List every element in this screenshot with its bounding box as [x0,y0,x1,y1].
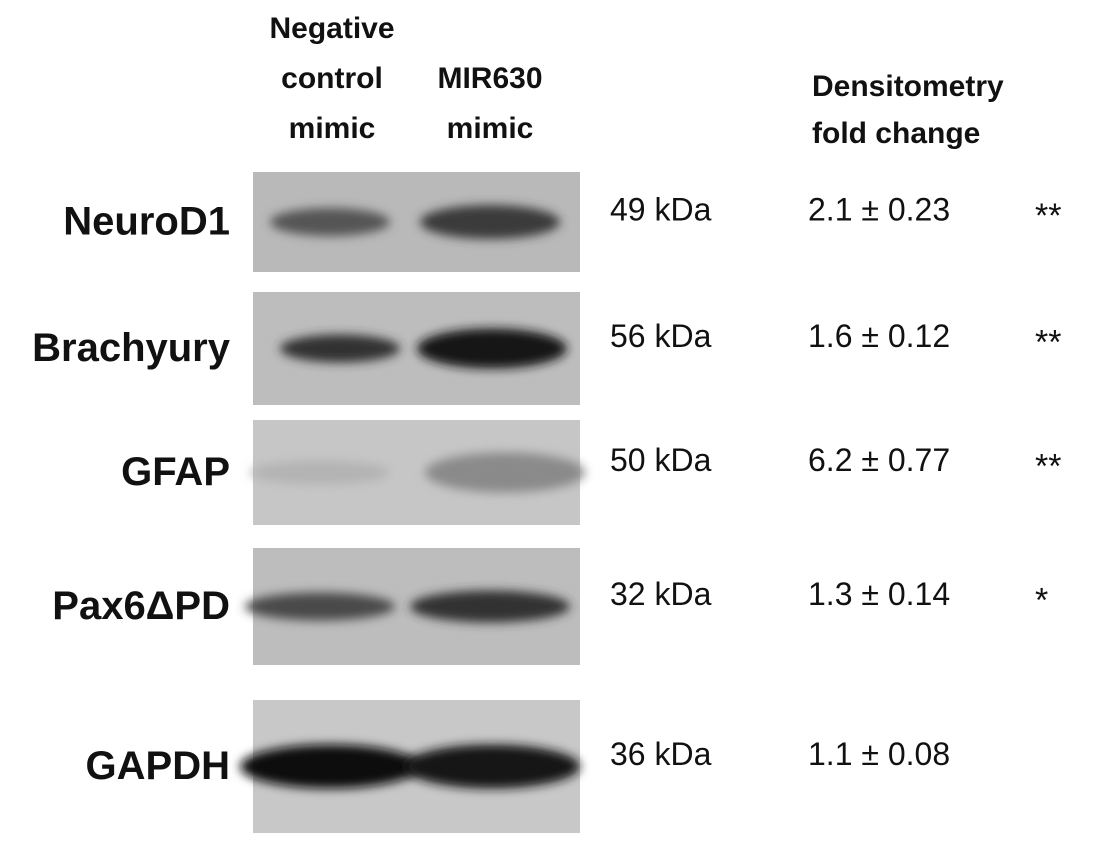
column-header: mimic [447,112,534,145]
band [280,334,400,363]
significance: ** [1035,447,1061,485]
protein-label: NeuroD1 [63,200,230,244]
band [410,590,570,623]
band [417,328,567,369]
fold-change: 2.1 ± 0.23 [808,191,950,227]
band [250,460,390,485]
significance: ** [1035,197,1061,235]
significance: ** [1035,323,1061,361]
band [404,744,580,789]
fold-change: 6.2 ± 0.77 [808,442,950,478]
molecular-weight: 49 kDa [610,191,712,227]
protein-label: Pax6ΔPD [52,584,230,628]
molecular-weight: 36 kDa [610,736,712,772]
band [425,452,585,493]
protein-label: GFAP [121,450,230,494]
band [270,208,390,236]
fold-change: 1.1 ± 0.08 [808,736,950,772]
band [420,205,560,239]
significance: * [1035,581,1048,619]
band [245,592,395,621]
protein-label: GAPDH [86,744,230,788]
molecular-weight: 50 kDa [610,442,712,478]
labels: Negative control mimic MIR630 mimic Densitome… [32,12,1061,788]
fold-change: 1.6 ± 0.12 [808,318,950,354]
protein-label: Brachyury [32,326,231,370]
molecular-weight: 32 kDa [610,576,712,612]
column-header: control [281,62,383,95]
fold-change: 1.3 ± 0.14 [808,576,950,612]
blot-panels [240,172,585,833]
column-header: Densitometry [812,70,1004,103]
band [240,744,420,789]
column-header: MIR630 [437,62,542,95]
molecular-weight: 56 kDa [610,318,712,354]
column-header: Negative [269,12,394,45]
column-header: fold change [812,117,980,150]
column-header: mimic [289,112,376,145]
